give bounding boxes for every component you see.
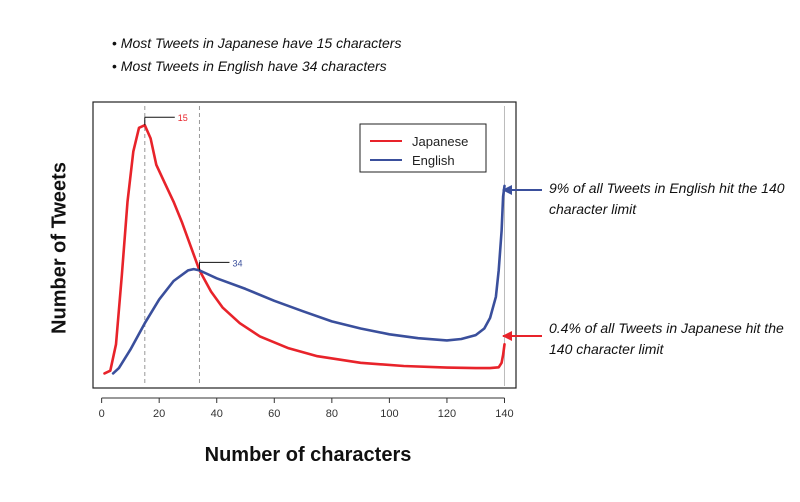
plot-frame (92, 101, 517, 389)
callout-label-34: 34 (232, 258, 242, 268)
legend-label-japanese: Japanese (412, 134, 468, 149)
x-tick-label: 80 (326, 408, 338, 420)
x-tick-label: 40 (211, 408, 223, 420)
series-line-japanese (103, 123, 506, 375)
legend-label-english: English (412, 153, 455, 168)
x-tick-label: 100 (380, 408, 398, 420)
x-axis-label: Number of characters (204, 444, 412, 466)
legend: Japanese English (359, 123, 487, 173)
annotation-english-limit: 9% of all Tweets in English hit the 140 … (549, 180, 785, 217)
callout-label-15: 15 (178, 113, 188, 123)
bullet-japanese: Most Tweets in Japanese have 15 characte… (112, 32, 402, 55)
x-axis: 0 20 40 60 80 100 120 140 (99, 397, 514, 420)
bullet-list: Most Tweets in Japanese have 15 characte… (112, 32, 402, 78)
legend-box (359, 123, 487, 173)
y-axis-label: Number of Tweets (48, 162, 71, 334)
series-lines (103, 123, 506, 375)
x-tick-label: 120 (438, 408, 456, 420)
series-line-english (111, 184, 506, 375)
x-tick-label: 60 (268, 408, 280, 420)
bullet-english: Most Tweets in English have 34 character… (112, 55, 401, 78)
x-tick-label: 20 (153, 408, 165, 420)
annotation-japanese-limit: 0.4% of all Tweets in Japanese hit the 1… (549, 320, 784, 357)
x-tick-label: 0 (99, 408, 105, 420)
x-tick-label: 140 (495, 408, 513, 420)
